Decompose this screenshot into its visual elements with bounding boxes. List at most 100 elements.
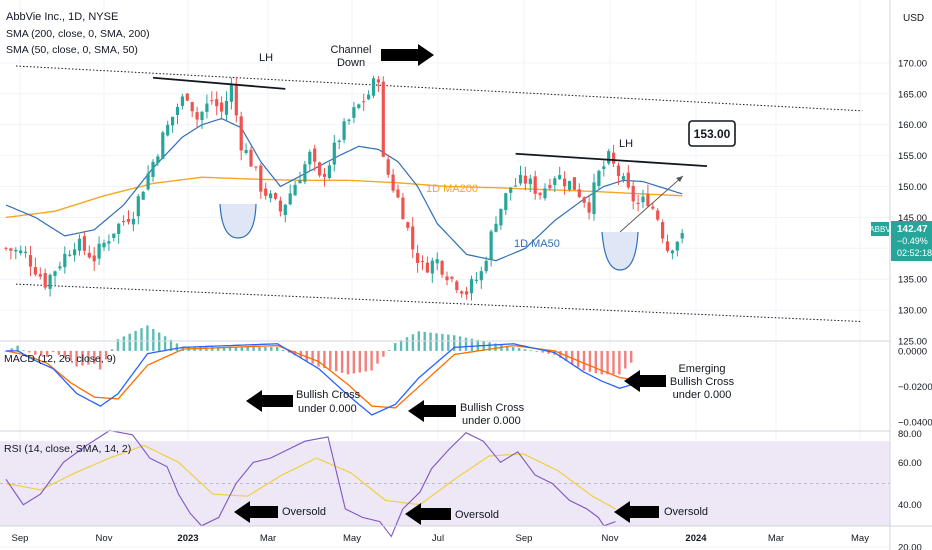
time-axis[interactable]: Sep Nov 2023 Mar May Jul Sep Nov 2024 Mar May	[12, 533, 870, 544]
candle-body[interactable]	[401, 197, 405, 220]
candle-body[interactable]	[518, 174, 523, 184]
candle-body[interactable]	[582, 197, 586, 203]
candle-body[interactable]	[210, 100, 214, 102]
lh-right-line[interactable]	[515, 152, 708, 168]
rsi-pane[interactable]	[0, 430, 890, 538]
candle-body[interactable]	[420, 261, 425, 263]
candle-body[interactable]	[180, 96, 184, 106]
candle-body[interactable]	[543, 188, 547, 199]
candle-body[interactable]	[572, 177, 576, 190]
candle-body[interactable]	[469, 279, 474, 294]
candle-body[interactable]	[607, 151, 611, 164]
candle-body[interactable]	[523, 175, 527, 184]
candle-body[interactable]	[303, 164, 307, 182]
candle-body[interactable]	[63, 253, 67, 268]
candle-body[interactable]	[107, 241, 111, 244]
candle-body[interactable]	[264, 188, 268, 196]
candle-body[interactable]	[117, 223, 121, 234]
candle-body[interactable]	[435, 259, 439, 264]
candle-body[interactable]	[636, 202, 640, 205]
candle-body[interactable]	[190, 102, 194, 112]
candle-body[interactable]	[641, 196, 645, 203]
candle-body[interactable]	[396, 189, 400, 198]
candle-body[interactable]	[670, 250, 674, 254]
candle-body[interactable]	[514, 185, 518, 187]
candle-body[interactable]	[298, 180, 302, 184]
candle-body[interactable]	[450, 276, 454, 279]
rsi-legend[interactable]: RSI (14, close, SMA, 14, 2)	[4, 443, 131, 455]
rsi-line[interactable]	[5, 430, 616, 538]
candle-body[interactable]	[87, 252, 91, 258]
lh-left-line[interactable]	[152, 76, 286, 90]
candle-body[interactable]	[318, 162, 322, 176]
candle-body[interactable]	[656, 210, 660, 220]
candle-body[interactable]	[58, 266, 62, 269]
candle-body[interactable]	[332, 142, 336, 165]
cup-shape-right[interactable]	[601, 231, 639, 271]
candle-body[interactable]	[136, 196, 140, 217]
candle-body[interactable]	[288, 193, 292, 205]
candle-body[interactable]	[391, 174, 395, 191]
candle-body[interactable]	[273, 193, 278, 199]
candle-body[interactable]	[528, 178, 532, 185]
candle-body[interactable]	[484, 260, 488, 272]
macd-legend[interactable]: MACD (12, 26, close, 9)	[4, 353, 116, 365]
candle-body[interactable]	[553, 178, 557, 185]
candle-body[interactable]	[548, 184, 552, 189]
candle-body[interactable]	[675, 241, 679, 251]
candle-body[interactable]	[126, 219, 131, 222]
candle-body[interactable]	[533, 176, 537, 194]
candle-body[interactable]	[538, 192, 542, 196]
candles[interactable]	[4, 75, 684, 301]
candle-body[interactable]	[465, 291, 469, 295]
candle-body[interactable]	[131, 218, 135, 225]
channel-upper-line[interactable]	[15, 65, 863, 112]
candle-body[interactable]	[631, 185, 635, 202]
candle-body[interactable]	[293, 184, 297, 196]
candle-body[interactable]	[445, 276, 449, 281]
candle-body[interactable]	[362, 101, 366, 103]
candle-body[interactable]	[73, 249, 77, 256]
candle-body[interactable]	[4, 247, 8, 249]
candle-body[interactable]	[587, 202, 591, 213]
candle-body[interactable]	[239, 116, 243, 151]
candle-body[interactable]	[215, 99, 219, 107]
candle-body[interactable]	[244, 149, 248, 154]
candle-body[interactable]	[254, 166, 258, 168]
candle-body[interactable]	[146, 173, 150, 190]
candle-body[interactable]	[171, 116, 175, 126]
candle-body[interactable]	[342, 121, 346, 140]
candle-body[interactable]	[175, 106, 180, 116]
candle-body[interactable]	[455, 281, 459, 291]
candle-body[interactable]	[474, 279, 478, 281]
candle-body[interactable]	[156, 156, 160, 163]
candle-body[interactable]	[19, 250, 23, 254]
candle-body[interactable]	[425, 262, 429, 273]
candle-body[interactable]	[97, 243, 101, 259]
candle-body[interactable]	[602, 166, 606, 169]
candle-body[interactable]	[327, 165, 331, 179]
price-badge[interactable]: ABBV 142.47 −0.49% 02:52:18	[869, 221, 932, 261]
candle-body[interactable]	[229, 85, 233, 102]
candle-body[interactable]	[411, 226, 415, 250]
candle-body[interactable]	[563, 178, 567, 187]
candle-body[interactable]	[195, 112, 199, 120]
candle-body[interactable]	[102, 242, 106, 248]
candle-body[interactable]	[48, 274, 52, 289]
candle-body[interactable]	[612, 152, 616, 164]
candle-body[interactable]	[646, 194, 650, 207]
candle-body[interactable]	[205, 103, 209, 112]
candle-body[interactable]	[283, 204, 287, 215]
candle-body[interactable]	[621, 176, 625, 180]
candle-body[interactable]	[499, 208, 503, 226]
candle-body[interactable]	[68, 254, 72, 256]
candle-body[interactable]	[151, 161, 155, 177]
candle-body[interactable]	[141, 191, 145, 200]
candle-body[interactable]	[28, 255, 33, 267]
sma50-legend[interactable]: SMA (50, close, 0, SMA, 50)	[6, 44, 138, 56]
candle-body[interactable]	[381, 81, 385, 157]
candle-body[interactable]	[558, 175, 562, 180]
ma50-line[interactable]	[5, 117, 683, 262]
candle-body[interactable]	[9, 248, 13, 251]
candle-body[interactable]	[92, 255, 96, 262]
